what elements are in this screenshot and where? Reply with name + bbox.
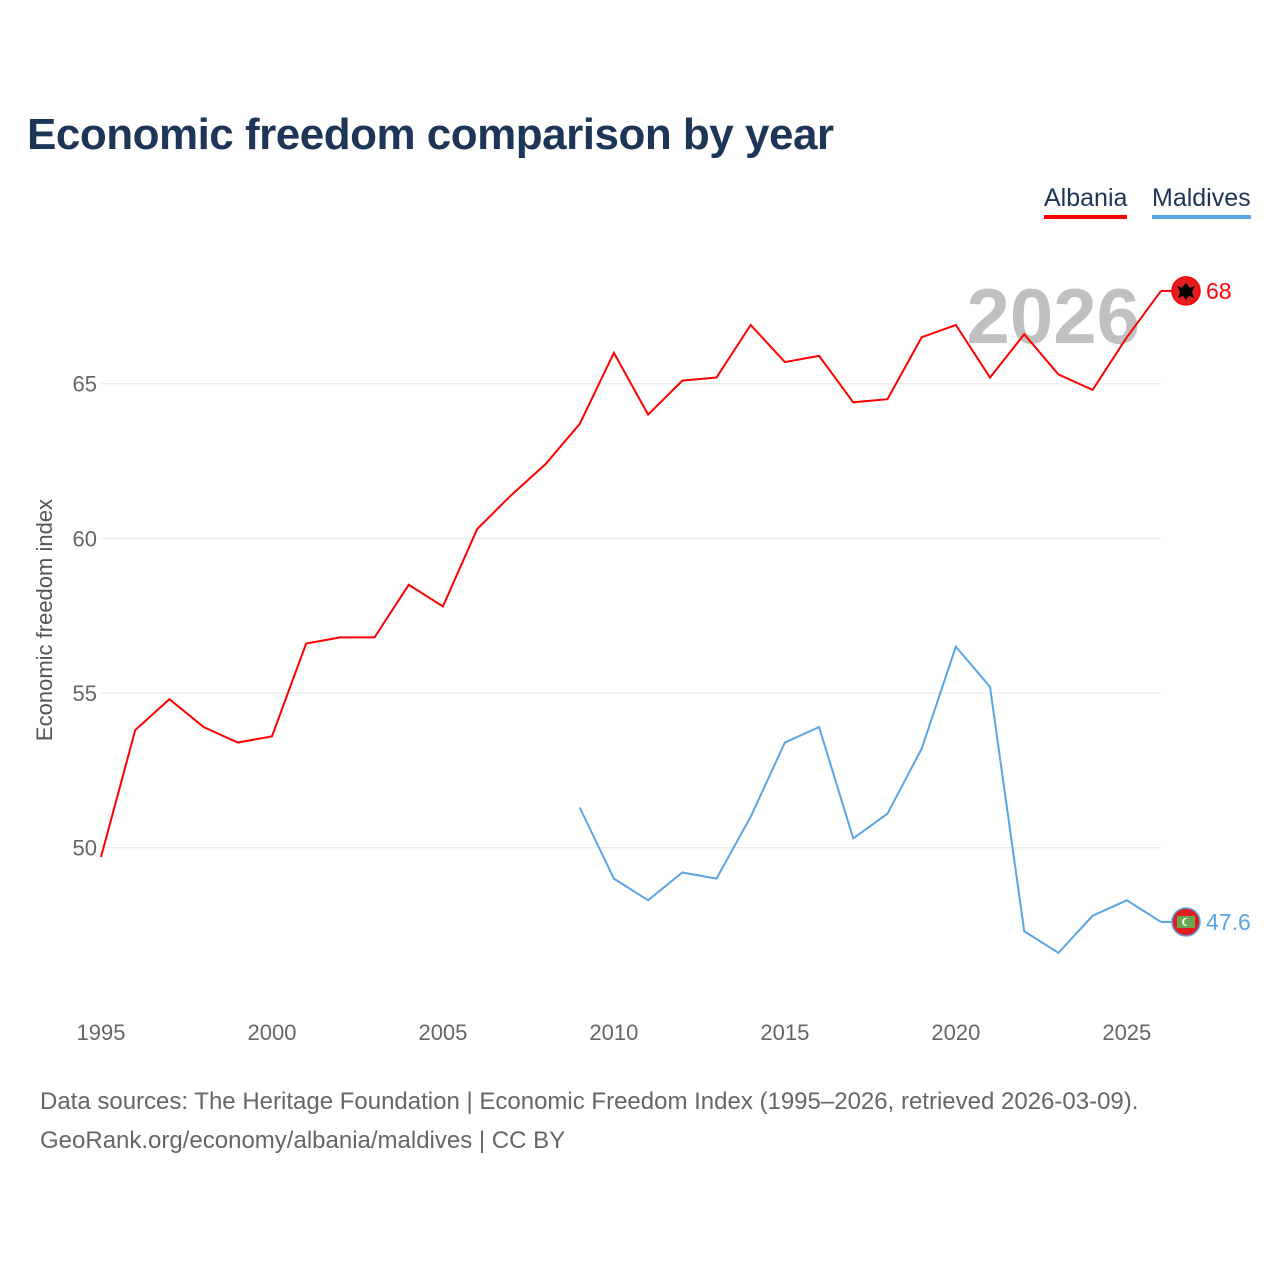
data-point[interactable] <box>577 805 583 811</box>
x-tick-label: 2000 <box>247 1020 296 1045</box>
data-point[interactable] <box>1055 950 1061 956</box>
series-line-albania <box>100 290 1162 858</box>
legend-maldives[interactable]: Maldives <box>1152 184 1251 219</box>
data-point[interactable] <box>1021 928 1027 934</box>
data-point[interactable] <box>987 375 993 381</box>
x-tick-label: 2015 <box>760 1020 809 1045</box>
data-point[interactable] <box>611 350 617 356</box>
data-point[interactable] <box>919 746 925 752</box>
data-point[interactable] <box>269 733 275 739</box>
data-point[interactable] <box>713 375 719 381</box>
data-point[interactable] <box>782 359 788 365</box>
data-point[interactable] <box>850 399 856 405</box>
data-point[interactable] <box>577 421 583 427</box>
data-point[interactable] <box>1124 897 1130 903</box>
data-point[interactable] <box>679 869 685 875</box>
data-point[interactable] <box>1090 387 1096 393</box>
data-point[interactable] <box>337 634 343 640</box>
data-point[interactable] <box>440 603 446 609</box>
data-point[interactable] <box>679 378 685 384</box>
footer-attribution[interactable]: GeoRank.org/economy/albania/maldives | C… <box>40 1127 566 1154</box>
data-point[interactable] <box>508 492 514 498</box>
data-point[interactable] <box>645 412 651 418</box>
data-point[interactable] <box>543 461 549 467</box>
data-point[interactable] <box>132 727 138 733</box>
data-point[interactable] <box>816 724 822 730</box>
data-point[interactable] <box>1021 331 1027 337</box>
data-point[interactable] <box>645 897 651 903</box>
data-point[interactable] <box>953 644 959 650</box>
data-point[interactable] <box>782 740 788 746</box>
y-axis-label: Economic freedom index <box>32 499 57 741</box>
data-point[interactable] <box>748 814 754 820</box>
legend-albania[interactable]: Albania <box>1044 184 1128 219</box>
footer-sources: Data sources: The Heritage Foundation | … <box>40 1088 1139 1115</box>
data-point[interactable] <box>884 811 890 817</box>
data-point[interactable] <box>611 876 617 882</box>
year-watermark: 2026 <box>966 272 1140 360</box>
data-point[interactable] <box>1055 371 1061 377</box>
data-point[interactable] <box>987 684 993 690</box>
end-value-label: 47.6 <box>1206 909 1251 935</box>
y-tick-label: 55 <box>73 681 97 706</box>
albania-flag-icon <box>1171 276 1201 306</box>
data-point[interactable] <box>474 526 480 532</box>
x-tick-label: 2020 <box>931 1020 980 1045</box>
end-value-label: 68 <box>1206 278 1232 304</box>
data-point[interactable] <box>919 334 925 340</box>
series-line-maldives <box>578 644 1162 955</box>
data-point[interactable] <box>713 876 719 882</box>
data-point[interactable] <box>303 641 309 647</box>
maldives-flag-icon <box>1171 907 1201 937</box>
data-point[interactable] <box>850 835 856 841</box>
x-tick-label: 2010 <box>589 1020 638 1045</box>
x-tick-label: 1995 <box>77 1020 126 1045</box>
y-tick-label: 60 <box>73 526 97 551</box>
data-point[interactable] <box>166 696 172 702</box>
data-point[interactable] <box>748 322 754 328</box>
x-tick-label: 2005 <box>418 1020 467 1045</box>
data-point[interactable] <box>1124 334 1130 340</box>
y-tick-label: 50 <box>73 836 97 861</box>
data-point[interactable] <box>201 724 207 730</box>
data-point[interactable] <box>98 854 104 860</box>
data-point[interactable] <box>235 740 241 746</box>
chart-title: Economic freedom comparison by year <box>27 110 834 159</box>
data-point[interactable] <box>406 582 412 588</box>
data-point[interactable] <box>372 634 378 640</box>
data-point[interactable] <box>816 353 822 359</box>
data-point[interactable] <box>1090 913 1096 919</box>
data-point[interactable] <box>884 396 890 402</box>
y-tick-label: 65 <box>73 372 97 397</box>
x-tick-label: 2025 <box>1102 1020 1151 1045</box>
data-point[interactable] <box>953 322 959 328</box>
